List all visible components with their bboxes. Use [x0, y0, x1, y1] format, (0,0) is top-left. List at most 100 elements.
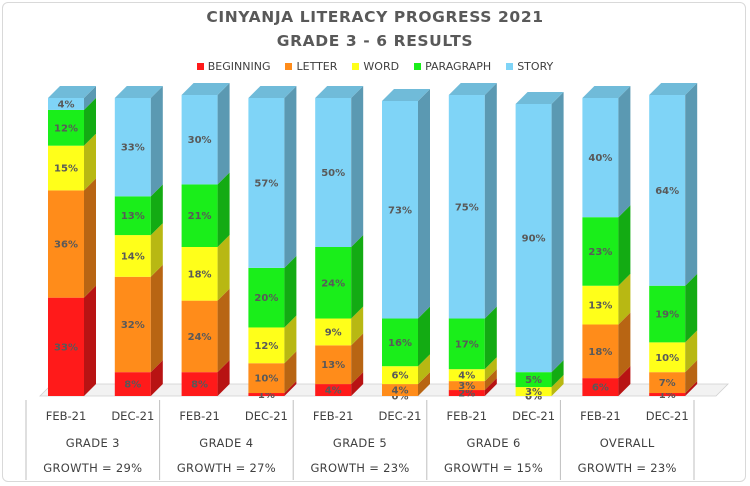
data-label: 2%: [458, 389, 475, 400]
bar-segment-paragraph: [649, 285, 686, 343]
legend-swatch: [196, 63, 204, 70]
bar-segment-paragraph: [315, 247, 352, 319]
bar-segment-side: [150, 86, 163, 197]
data-label: 13%: [588, 301, 612, 312]
legend-swatch: [414, 63, 422, 70]
bar-segment-letter: [114, 276, 151, 373]
data-label: 9%: [325, 327, 342, 338]
x-tick-label: DEC-21: [379, 409, 422, 423]
bar-segment-side: [618, 366, 631, 396]
bar-segment-side: [685, 381, 698, 396]
legend-label: PARAGRAPH: [425, 60, 492, 73]
bar-segment-side: [84, 86, 96, 110]
bar-segment-side: [484, 83, 497, 319]
bar-segment-side: [351, 86, 364, 247]
bar-segment-side: [618, 86, 631, 218]
data-label: 32%: [121, 320, 145, 331]
bar-segment-side: [84, 178, 96, 298]
bar-segment-beginning: [448, 390, 485, 396]
bar-segment-story: [448, 95, 485, 319]
bar-segment-paragraph: [448, 318, 485, 370]
bar-segment-beginning: [48, 297, 84, 396]
group-label: OVERALL: [600, 436, 655, 450]
data-label: 1%: [659, 390, 676, 401]
data-label: 13%: [121, 211, 145, 222]
bar-segment-word: [649, 342, 686, 373]
bar-segment-side: [484, 378, 497, 396]
data-label: 0%: [392, 392, 409, 403]
bar-segment-letter: [448, 381, 485, 391]
bar-segment-letter: [315, 345, 352, 385]
bar-top-face: [448, 83, 497, 96]
data-label: 18%: [588, 347, 612, 358]
data-label: 6%: [392, 371, 409, 382]
bar-segment-paragraph: [48, 109, 84, 146]
bar-3: 8% 24% 18% 21% 30%: [181, 83, 230, 396]
chart-title: CINYANJA LITERACY PROGRESS 2021: [206, 8, 544, 26]
data-label: 24%: [321, 278, 345, 289]
data-label: 36%: [54, 240, 78, 251]
bar-segment-story: [382, 100, 418, 319]
bar-segment-paragraph: [114, 196, 151, 236]
bar-top-face: [181, 83, 230, 96]
bar-segment-letter: [48, 190, 84, 298]
group-label: GRADE 4: [199, 436, 253, 450]
chart-subtitle: GRADE 3 - 6 RESULTS: [276, 32, 474, 50]
x-tick-label: DEC-21: [111, 409, 154, 423]
data-label: 6%: [592, 383, 609, 394]
bar-segment-side: [551, 360, 564, 388]
growth-label: GROWTH = 27%: [177, 461, 276, 475]
bar-segment-beginning: [315, 384, 352, 396]
data-label: 13%: [321, 360, 345, 371]
data-label: 0%: [525, 392, 542, 403]
data-label: 4%: [325, 386, 342, 397]
legend-item-word: WORD: [352, 60, 399, 73]
data-label: 10%: [655, 353, 679, 364]
bar-segment-side: [150, 360, 163, 396]
data-label: 5%: [525, 375, 542, 386]
group-label: GRADE 6: [466, 436, 520, 450]
bar-segment-side: [484, 357, 497, 382]
bar-segment-side: [618, 273, 631, 325]
bar-segment-side: [484, 369, 497, 391]
bar-segment-side: [217, 288, 230, 373]
data-label: 0%: [525, 392, 542, 403]
bar-segment-story: [48, 98, 84, 110]
x-tick-label: DEC-21: [245, 409, 288, 423]
bar-segment-side: [217, 235, 230, 301]
bar-segment-paragraph: [515, 372, 552, 388]
data-label: 10%: [254, 374, 278, 385]
bar-segment-side: [284, 351, 297, 394]
bar-segment-side: [150, 264, 163, 373]
x-tick-label: FEB-21: [447, 409, 488, 423]
data-label: 64%: [655, 186, 679, 197]
group-label: GRADE 5: [333, 436, 387, 450]
data-label: 3%: [458, 381, 475, 392]
legend-swatch: [285, 63, 293, 70]
data-label: 57%: [254, 178, 278, 189]
legend-label: STORY: [517, 60, 554, 73]
bar-segment-side: [84, 97, 96, 146]
bar-segment-side: [685, 273, 698, 343]
growth-label: GROWTH = 15%: [444, 461, 543, 475]
bar-segment-side: [418, 354, 430, 385]
bar-segment-paragraph: [382, 318, 418, 367]
bar-top-face: [515, 91, 564, 104]
bar-segment-side: [551, 375, 564, 396]
bar-segment-side: [418, 306, 430, 367]
bar-segment-beginning: [181, 372, 218, 396]
growth-label: GROWTH = 23%: [310, 461, 409, 475]
bar-segment-story: [248, 98, 285, 268]
data-label: 3%: [525, 387, 542, 398]
bar-segment-side: [217, 172, 230, 247]
bar-segment-beginning: [582, 378, 619, 396]
bar-segment-paragraph: [582, 217, 619, 286]
data-label: 14%: [121, 251, 145, 262]
bar-segment-side: [284, 315, 297, 364]
bar-segment-side: [484, 306, 497, 370]
growth-label: GROWTH = 23%: [578, 461, 677, 475]
data-label: 4%: [58, 99, 75, 110]
legend-label: LETTER: [296, 60, 338, 73]
group-label: GRADE 3: [66, 436, 120, 450]
